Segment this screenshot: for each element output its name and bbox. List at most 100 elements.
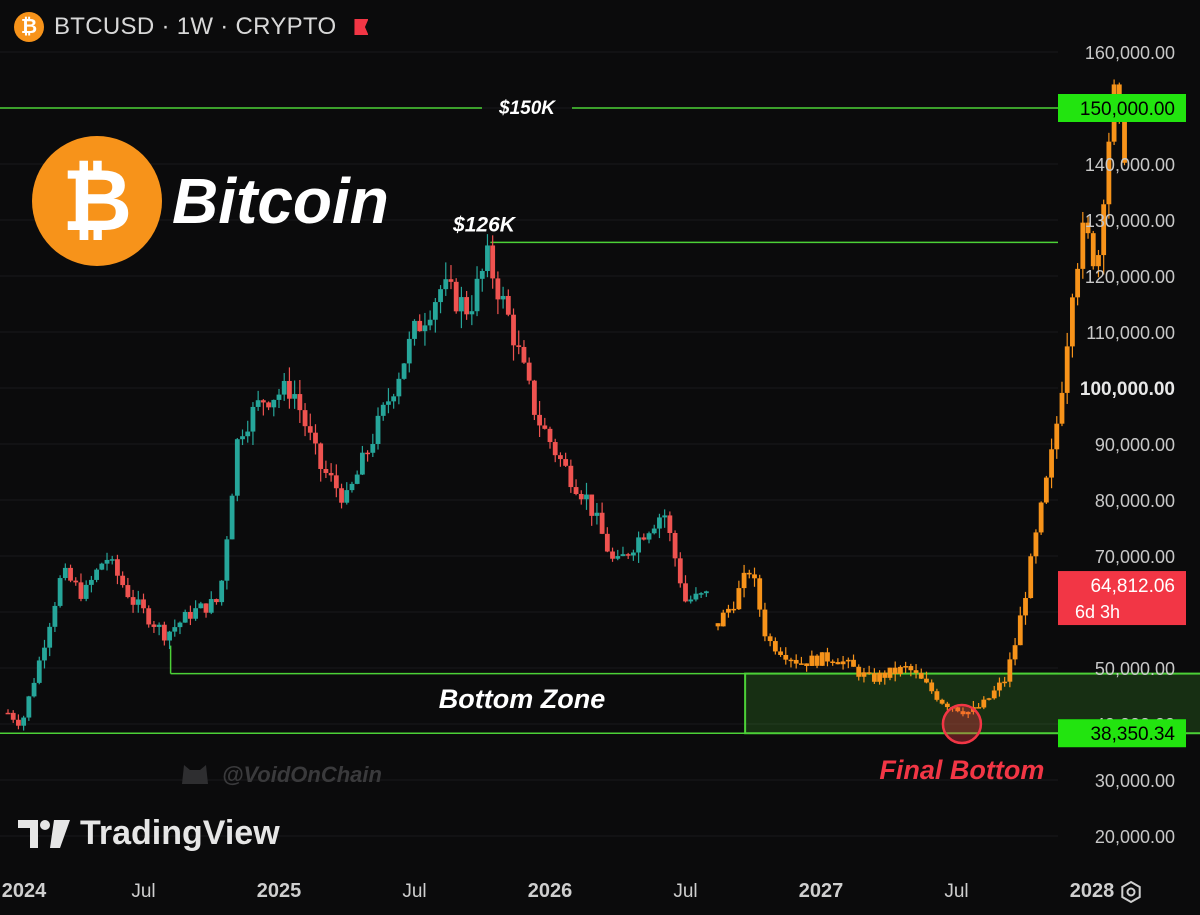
y-tick-label: 80,000.00 — [1095, 491, 1175, 511]
candle — [333, 475, 339, 489]
grid — [0, 51, 1058, 837]
x-tick-label: 2028 — [1070, 880, 1115, 902]
candle — [115, 559, 120, 576]
projection-candle — [1106, 141, 1112, 205]
current-price-text: 64,812.06 — [1090, 576, 1175, 597]
projection-candle — [752, 574, 757, 579]
tradingview-logo: TradingView — [18, 814, 280, 853]
candle — [266, 402, 271, 408]
y-tick-label: 140,000.00 — [1085, 155, 1175, 175]
candle — [276, 394, 282, 400]
candle — [260, 400, 266, 403]
candle — [568, 465, 574, 488]
x-axis[interactable]: 2024 Jul 2025 Jul 2026 Jul 2027 Jul 2028 — [2, 880, 1115, 902]
y-tick-label: 90,000.00 — [1095, 435, 1175, 455]
projection-candle — [892, 667, 898, 674]
projection-candle — [809, 655, 815, 666]
candle — [391, 396, 397, 402]
candle — [448, 279, 454, 282]
projection-candle — [903, 666, 909, 668]
y-tick-label: 30,000.00 — [1095, 771, 1175, 791]
candle — [406, 338, 412, 364]
candle — [21, 717, 27, 726]
candle — [318, 443, 324, 469]
projection-candle — [814, 655, 820, 666]
candle — [281, 380, 287, 395]
candle — [354, 474, 360, 484]
candle — [172, 627, 178, 632]
candle — [177, 622, 183, 628]
candle — [99, 563, 105, 570]
candle — [516, 345, 522, 347]
x-tick-label: 2025 — [257, 880, 302, 902]
projection-candle — [866, 672, 872, 674]
x-tick-label: Jul — [673, 881, 697, 902]
candle — [146, 608, 152, 625]
candle — [370, 444, 376, 453]
projection-candle — [898, 666, 903, 674]
candle — [526, 362, 532, 381]
projection-candle — [746, 572, 752, 575]
candle — [651, 528, 657, 534]
projection-candle — [1002, 681, 1008, 684]
projection-candle — [944, 703, 950, 708]
projection-candle — [840, 661, 846, 665]
projection-candle — [1054, 423, 1060, 450]
candle — [344, 490, 350, 503]
bitcoin-logo-icon: ₿ — [32, 136, 162, 266]
candle — [620, 554, 626, 557]
y-tick-label: 100,000.00 — [1080, 379, 1175, 400]
candle — [193, 608, 199, 619]
candle — [297, 394, 303, 411]
badge-bottom — [1058, 719, 1186, 748]
candle — [229, 495, 235, 540]
projection-candle — [757, 578, 763, 610]
symbol-header[interactable]: ₿ BTCUSD · 1W · CRYPTO — [14, 12, 369, 42]
projection-candle — [804, 663, 810, 666]
candle — [646, 533, 652, 540]
projection-candle — [731, 608, 737, 611]
projection-candle — [986, 698, 992, 700]
bottom-zone-label: Bottom Zone — [439, 684, 605, 714]
candle — [5, 712, 11, 715]
y-axis[interactable]: 160,000.00 150,000.00 140,000.00 130,000.00… — [1058, 43, 1186, 847]
candle — [323, 468, 329, 473]
candle — [31, 682, 37, 697]
projection-candle — [918, 672, 924, 679]
projection-candle — [1085, 222, 1091, 234]
candle — [443, 279, 449, 290]
settings-icon[interactable] — [1117, 878, 1145, 906]
projection-candle — [788, 659, 794, 662]
candle — [636, 537, 641, 553]
projection-candle — [715, 623, 721, 627]
flag-icon[interactable] — [354, 19, 369, 35]
candle — [558, 455, 563, 460]
candle — [589, 494, 595, 516]
candle — [630, 552, 636, 556]
projection-candle — [929, 682, 935, 692]
level-150k-label: $150K — [498, 98, 556, 119]
candle — [234, 439, 240, 496]
candle — [62, 567, 68, 579]
candle — [667, 515, 673, 533]
projection-candle — [830, 661, 836, 663]
candle — [427, 319, 433, 326]
projection-candle — [1043, 477, 1049, 503]
projection-candle — [1080, 222, 1086, 269]
candle — [688, 599, 694, 602]
badge-150k-text: 150,000.00 — [1080, 99, 1175, 120]
candle — [401, 363, 407, 379]
projection-candle — [887, 667, 893, 678]
candle — [511, 314, 516, 346]
projection-candle — [1033, 532, 1039, 557]
candle — [412, 320, 417, 339]
candle — [10, 712, 16, 720]
candle — [208, 599, 214, 613]
projection-candle — [778, 651, 783, 655]
candle — [42, 647, 47, 661]
candle — [610, 551, 615, 559]
projection-candle — [720, 612, 726, 627]
projection-candle — [861, 672, 867, 677]
candle — [135, 599, 141, 605]
